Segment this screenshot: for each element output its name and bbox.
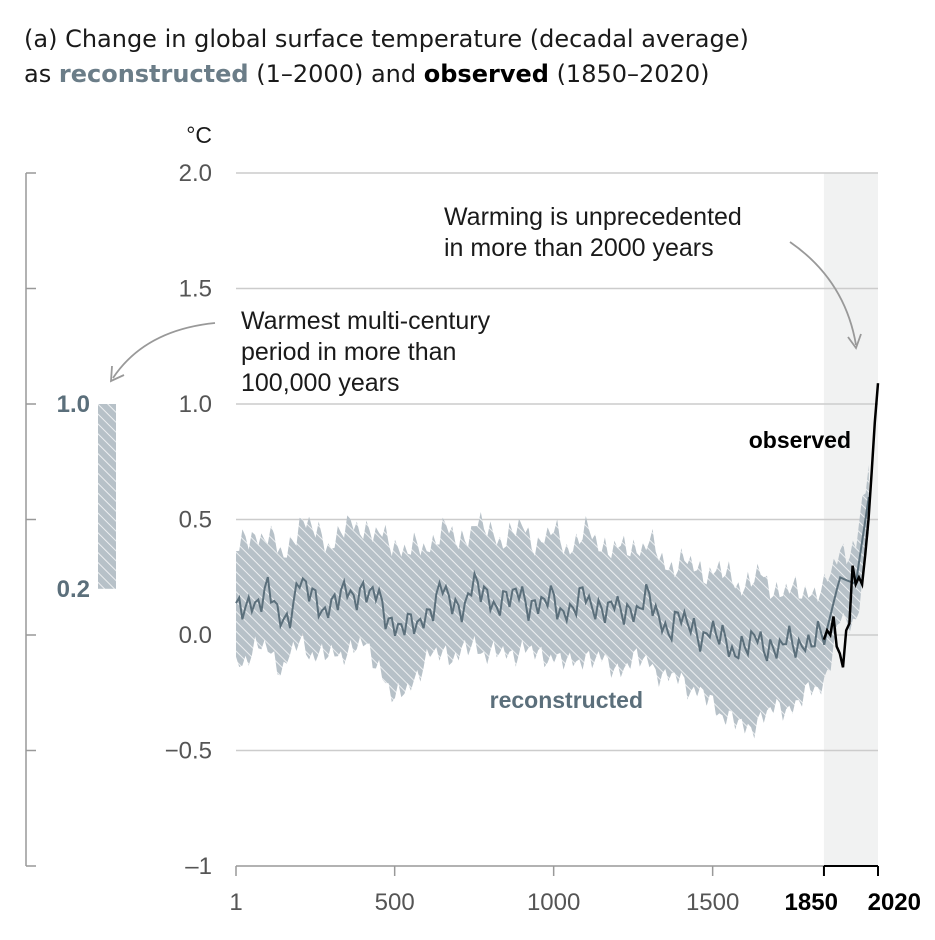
paleo-label-top: 1.0 — [57, 391, 90, 418]
title-as: as — [24, 60, 52, 88]
y-tick-label: 0.5 — [179, 507, 212, 534]
title-observed-range: (1850–2020) — [556, 60, 710, 88]
y-tick-label: 0.0 — [179, 622, 212, 649]
arrow-unprecedented — [789, 241, 857, 346]
reconstructed-series-line — [235, 496, 870, 662]
y-tick-label: 1.5 — [179, 276, 212, 303]
reconstructed-band-layer — [236, 465, 869, 739]
arrowhead-unprecedented — [847, 333, 862, 350]
paleo-label-bottom: 0.2 — [57, 576, 90, 603]
annotation-unprecedented-line: Warming is unprecedented — [444, 203, 742, 231]
paleo-axis: 1.0 0.2 — [25, 172, 116, 867]
x-tick-label: 1500 — [686, 889, 739, 916]
observed-series-line — [822, 383, 880, 668]
arrowhead-warmest — [110, 365, 125, 383]
label-reconstructed: reconstructed — [490, 687, 643, 713]
title-reconstructed-word: reconstructed — [58, 60, 249, 88]
arrow-warmest — [112, 322, 216, 379]
reconstructed-uncertainty-band — [236, 465, 869, 739]
y-tick-label: –1 — [185, 853, 212, 880]
annotation-warmest-line: period in more than — [241, 338, 456, 366]
x-tick-label: 1000 — [527, 889, 580, 916]
title-reconstructed-range: (1–2000) and — [256, 60, 417, 88]
series-lines-layer — [235, 383, 880, 668]
annotation-warmest-line: 100,000 years — [241, 369, 399, 397]
title-line-1: (a) Change in global surface temperature… — [24, 25, 749, 53]
x-axis: 1 500 1000 1500 1850 2020 — [229, 865, 921, 916]
y-tick-labels: 2.0 1.5 1.0 0.5 0.0 −0.5 –1 — [165, 160, 212, 880]
x-tick-label: 1850 — [785, 889, 838, 916]
x-tick-label: 500 — [375, 889, 415, 916]
title-line-2: as reconstructed (1–2000) and observed (… — [24, 57, 749, 92]
y-tick-label: 1.0 — [179, 391, 212, 418]
annotation-unprecedented-line: in more than 2000 years — [444, 234, 714, 262]
x-tick-label: 1 — [229, 889, 242, 916]
y-tick-label: 2.0 — [179, 160, 212, 187]
annotations: Warming is unprecedented in more than 200… — [110, 203, 862, 713]
label-observed: observed — [749, 427, 851, 453]
annotation-warmest-line: Warmest multi-century — [241, 307, 491, 335]
gridlines — [236, 172, 878, 752]
title-observed-word: observed — [423, 60, 549, 88]
y-tick-label: −0.5 — [165, 738, 212, 765]
x-tick-label: 2020 — [868, 889, 921, 916]
paleo-range-bar — [98, 404, 116, 589]
y-axis-unit: °C — [186, 122, 212, 148]
chart-title: (a) Change in global surface temperature… — [24, 22, 749, 92]
